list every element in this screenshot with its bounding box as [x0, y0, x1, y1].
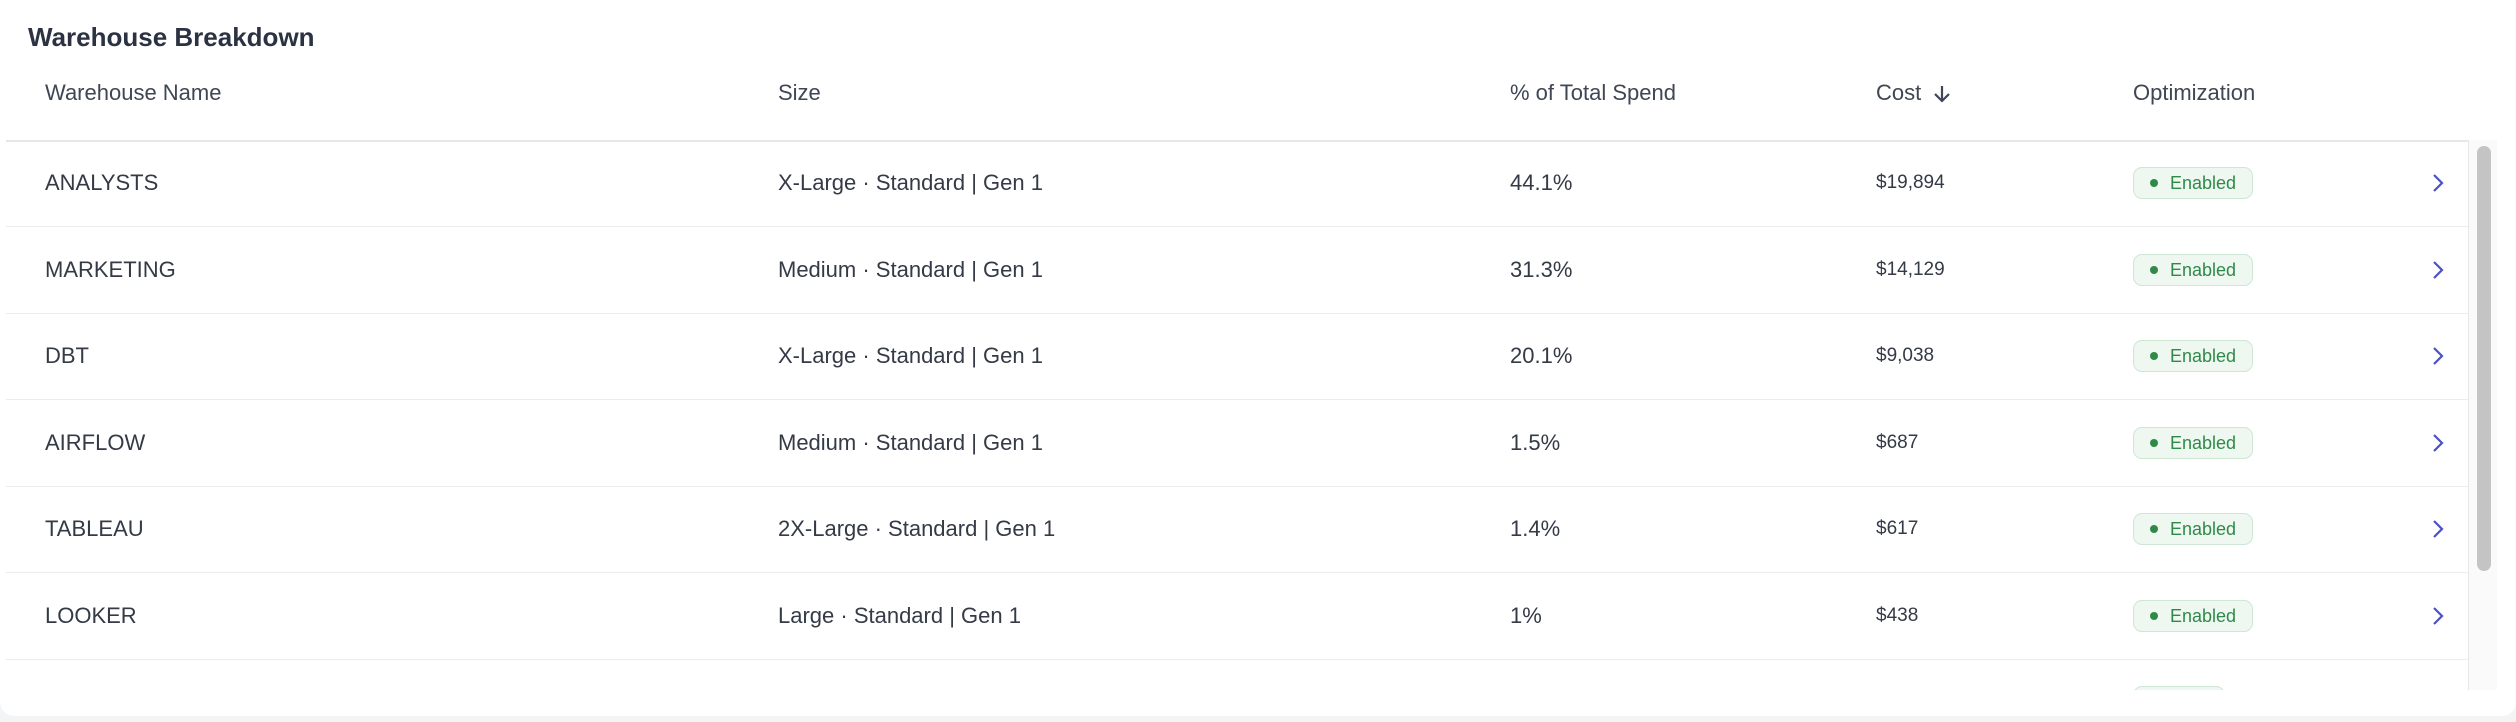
status-badge: Enabled: [2133, 340, 2254, 372]
table-row[interactable]: DBT X-Large · Standard | Gen 1 20.1% $9,038…: [6, 313, 2468, 400]
status-badge: Enabled: [2133, 513, 2254, 545]
badge: [2133, 686, 2225, 690]
status-badge: Enabled: [2133, 599, 2254, 632]
cell: $19,894: [1876, 172, 1945, 193]
cell: Large · Standard | Gen 1: [778, 602, 1021, 628]
row-chevron[interactable]: [2426, 431, 2450, 455]
cell: $9,038: [1876, 345, 1935, 366]
column-header: % of Total Spend: [1510, 80, 1676, 105]
table-row[interactable]: MARKETING Medium · Standard | Gen 1 31.3% $…: [6, 227, 2468, 314]
status-badge: Enabled: [2133, 426, 2254, 459]
column-header: Warehouse Name: [45, 80, 222, 105]
status-badge: Enabled: [2133, 253, 2254, 286]
cell: AIRFLOW: [45, 429, 146, 455]
table-row[interactable]: TABLEAU 2X-Large · Standard | Gen 1 1.4% $6…: [6, 486, 2468, 573]
partial-row[interactable]: [6, 659, 2468, 690]
column-header: Optimization: [2133, 80, 2256, 105]
cell: 2X-Large · Standard | Gen 1: [778, 516, 1056, 541]
cell: $687: [1876, 431, 1919, 453]
status-badge: Enabled: [2133, 167, 2254, 199]
cell: 44.1%: [1510, 170, 1573, 195]
cell: DBT: [45, 343, 89, 368]
table-row[interactable]: AIRFLOW Medium · Standard | Gen 1 1.5% $687…: [6, 400, 2468, 487]
cell: MARKETING: [45, 256, 176, 282]
cell: TABLEAU: [45, 516, 144, 541]
cell: Medium · Standard | Gen 1: [778, 429, 1043, 455]
column-header: Size: [778, 80, 821, 105]
cell: 1.5%: [1510, 429, 1561, 455]
scrollbar-thumb[interactable]: [2477, 146, 2491, 571]
sort-icon[interactable]: [1931, 83, 1953, 105]
table-body: ANALYSTS X-Large · Standard | Gen 1 44.1% $…: [6, 140, 2468, 690]
cell: $14,129: [1876, 258, 1945, 280]
cell: $617: [1876, 518, 1919, 539]
cell: 1%: [1510, 602, 1542, 628]
cell: X-Large · Standard | Gen 1: [778, 170, 1043, 195]
row-chevron[interactable]: [2426, 604, 2450, 628]
cell: X-Large · Standard | Gen 1: [778, 343, 1043, 368]
row-chevron[interactable]: [2426, 344, 2450, 368]
cell: ANALYSTS: [45, 170, 159, 195]
cell: 1.4%: [1510, 516, 1561, 541]
row-chevron[interactable]: [2426, 171, 2450, 195]
table-header: Warehouse Name Size % of Total Spend Cost Op…: [6, 62, 2468, 142]
table-row[interactable]: ANALYSTS X-Large · Standard | Gen 1 44.1% $…: [6, 140, 2468, 227]
cell: $438: [1876, 604, 1919, 626]
cell: 20.1%: [1510, 343, 1573, 368]
cell: 31.3%: [1510, 256, 1573, 282]
panel-title: Warehouse Breakdown: [28, 22, 315, 52]
row-chevron[interactable]: [2426, 517, 2450, 541]
cell: Medium · Standard | Gen 1: [778, 256, 1043, 282]
column-header[interactable]: Cost: [1876, 62, 1953, 124]
row-chevron[interactable]: [2426, 258, 2450, 282]
table-row[interactable]: LOOKER Large · Standard | Gen 1 1% $438 Enab…: [6, 573, 2468, 660]
cell: LOOKER: [45, 602, 137, 628]
